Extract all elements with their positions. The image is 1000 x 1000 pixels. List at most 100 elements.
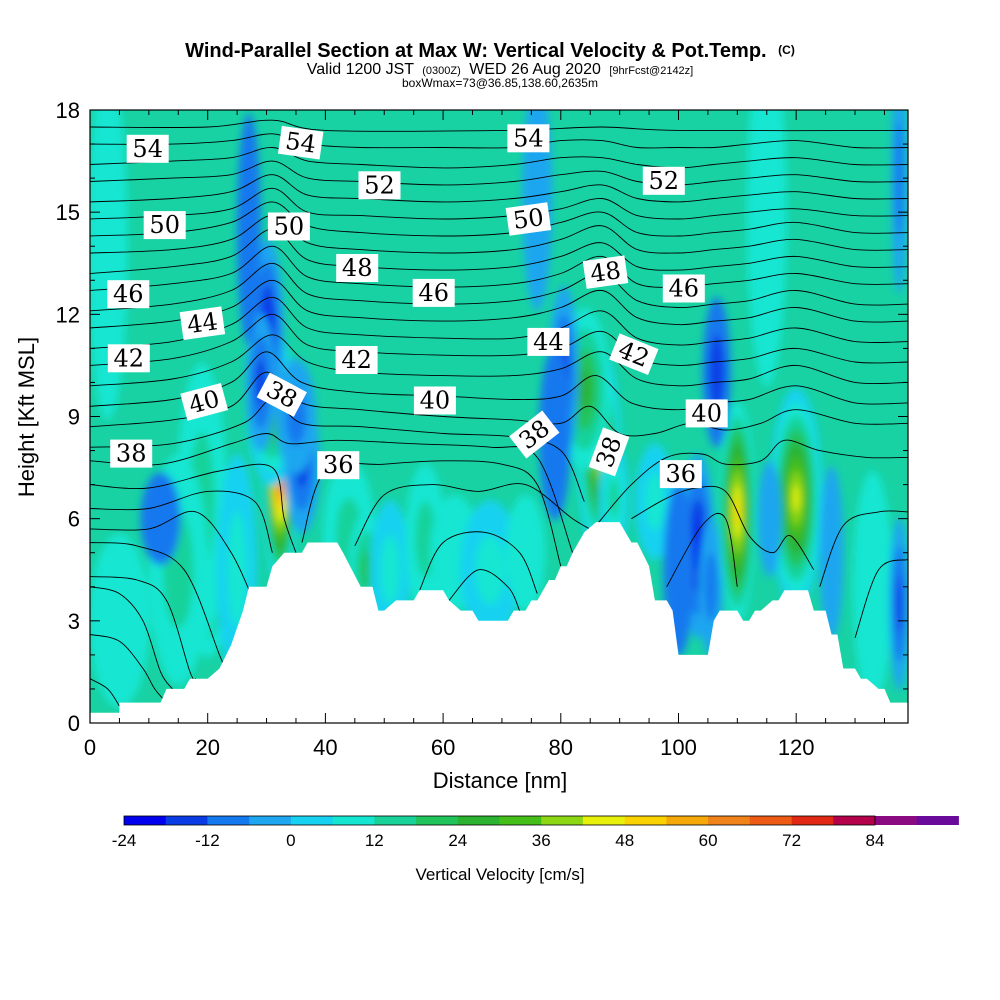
velocity-band <box>608 478 619 518</box>
colorbar-box <box>833 816 876 825</box>
contour-label: 40 <box>685 399 728 428</box>
contour-label: 46 <box>662 274 705 303</box>
colorbar-tick-label: 24 <box>448 831 467 850</box>
velocity-cell <box>140 472 181 565</box>
contour-label-text: 44 <box>533 328 564 356</box>
subtitle-fcst: [9hrFcst@2142z] <box>609 65 693 77</box>
colorbar-box <box>708 816 751 825</box>
theta-contour-30 <box>90 634 167 703</box>
velocity-cell <box>819 465 844 640</box>
theta-contour-49 <box>90 201 908 237</box>
colorbar-tick-label: 36 <box>532 831 551 850</box>
velocity-band <box>380 535 401 605</box>
x-tick-label: 0 <box>84 735 96 760</box>
theta-contour-35 <box>666 512 738 588</box>
contour-label-text: 50 <box>274 213 305 241</box>
contour-label-bg <box>609 333 659 376</box>
colorbar-box <box>124 816 167 825</box>
contour-label-text: 36 <box>323 451 354 479</box>
y-tick-label: 9 <box>68 405 80 430</box>
theta-contour-35 <box>90 490 273 553</box>
colorbar-box <box>499 816 542 825</box>
contour-label: 46 <box>107 280 150 309</box>
velocity-band <box>709 334 724 410</box>
contour-label-bg <box>336 254 379 282</box>
contour-label: 54 <box>126 134 169 163</box>
subtitle-date: WED 26 Aug 2020 <box>469 61 601 78</box>
subtitle-box-wmax: boxWmax=73@36.85,138.60,2635m <box>402 76 598 90</box>
svg-text:Wind-Parallel Section at Max W: Wind-Parallel Section at Max W: Vertical… <box>185 40 795 62</box>
contour-label: 50 <box>267 212 310 241</box>
contour-label: 52 <box>642 166 685 195</box>
colorbar-box <box>457 816 500 825</box>
theta-contour-54 <box>90 133 908 149</box>
contour-label-bg <box>277 125 324 160</box>
velocity-band <box>895 574 903 633</box>
velocity-band <box>819 465 844 640</box>
contour-label: 40 <box>180 382 229 421</box>
velocity-band <box>90 110 128 420</box>
colorbar-box <box>374 816 417 825</box>
contour-label-bg <box>267 212 310 241</box>
x-tick-label: 80 <box>549 735 573 760</box>
chart-title: Wind-Parallel Section at Max W: Vertical… <box>185 40 766 62</box>
contour-label: 44 <box>527 327 570 356</box>
contour-label-text: 54 <box>513 124 544 152</box>
contour-label-text: 44 <box>185 307 219 339</box>
contour-label-bg <box>588 427 630 477</box>
velocity-band <box>895 120 904 236</box>
contour-label-bg <box>256 372 307 417</box>
velocity-band <box>757 460 782 577</box>
colorbar-box <box>624 816 667 825</box>
contour-label-bg <box>509 410 560 459</box>
contour-label-text: 54 <box>132 135 163 163</box>
colorbar-box <box>916 816 959 825</box>
contour-label-text: 52 <box>649 167 680 195</box>
contour-label-bg <box>662 274 705 303</box>
y-tick-label: 3 <box>68 609 80 634</box>
contour-label-text: 46 <box>113 280 144 308</box>
subtitle: Valid 1200 JST (0300Z) WED 26 Aug 2020 [… <box>307 61 694 78</box>
velocity-cell <box>90 110 128 420</box>
contour-label: 52 <box>358 171 401 200</box>
velocity-cell <box>460 500 521 640</box>
contour-label: 46 <box>412 278 455 307</box>
colorbar-tick-label: 60 <box>699 831 718 850</box>
contour-label-bg <box>642 166 685 195</box>
theta-contour-44 <box>90 279 908 329</box>
colorbar-box <box>290 816 334 825</box>
contour-label: 42 <box>335 346 378 374</box>
contour-label-bg <box>413 386 456 415</box>
theta-contour-48 <box>90 215 908 254</box>
x-tick-label: 60 <box>431 735 455 760</box>
velocity-band <box>792 484 800 512</box>
theta-contour-35 <box>854 559 908 639</box>
contour-label-bg <box>527 327 570 356</box>
contour-label-text: 52 <box>364 171 395 199</box>
title-block: Wind-Parallel Section at Max W: Vertical… <box>185 40 795 90</box>
contour-label: 48 <box>336 254 379 282</box>
contour-label-text: 50 <box>511 203 545 235</box>
theta-contour-31 <box>90 586 173 690</box>
contour-label-text: 38 <box>116 440 147 468</box>
contour-label-bg <box>179 306 226 340</box>
contour-label-text: 42 <box>341 346 372 374</box>
colorbar-box <box>249 816 292 825</box>
x-tick-label: 40 <box>313 735 337 760</box>
contour-label-bg <box>126 134 169 163</box>
contour-label-bg <box>505 202 552 236</box>
velocity-cells <box>90 110 908 708</box>
terrain-mask <box>90 522 908 723</box>
x-axis: 0 20 40 60 80 100 120 <box>84 110 885 760</box>
contour-label-text: 36 <box>666 460 697 488</box>
colorbar-tick-label: 72 <box>782 831 801 850</box>
colorbar: -24 -12 0 12 24 36 48 60 72 84 Vertical Velocity … <box>112 815 959 884</box>
theta-contour-36 <box>819 510 908 587</box>
velocity-cell <box>746 110 787 386</box>
theta-contour-45 <box>90 262 908 312</box>
colorbar-frame <box>123 815 876 826</box>
x-tick-label: 100 <box>660 735 697 760</box>
velocity-band <box>746 110 787 386</box>
